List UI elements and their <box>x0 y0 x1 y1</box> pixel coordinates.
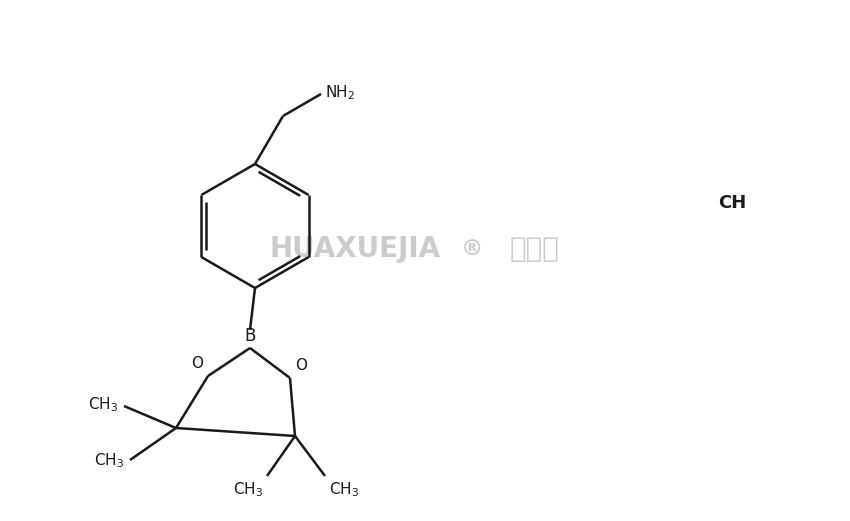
Text: B: B <box>244 327 256 345</box>
Text: CH$_3$: CH$_3$ <box>94 452 124 470</box>
Text: HUAXUEJIA: HUAXUEJIA <box>269 235 440 263</box>
Text: CH$_3$: CH$_3$ <box>233 480 263 499</box>
Text: CH$_3$: CH$_3$ <box>329 480 360 499</box>
Text: O: O <box>191 356 203 371</box>
Text: CH$_3$: CH$_3$ <box>88 395 118 414</box>
Text: O: O <box>295 358 307 373</box>
Text: NH$_2$: NH$_2$ <box>325 84 355 102</box>
Text: ®: ® <box>461 239 483 259</box>
Text: 化学加: 化学加 <box>510 235 560 263</box>
Text: CH: CH <box>718 194 746 212</box>
